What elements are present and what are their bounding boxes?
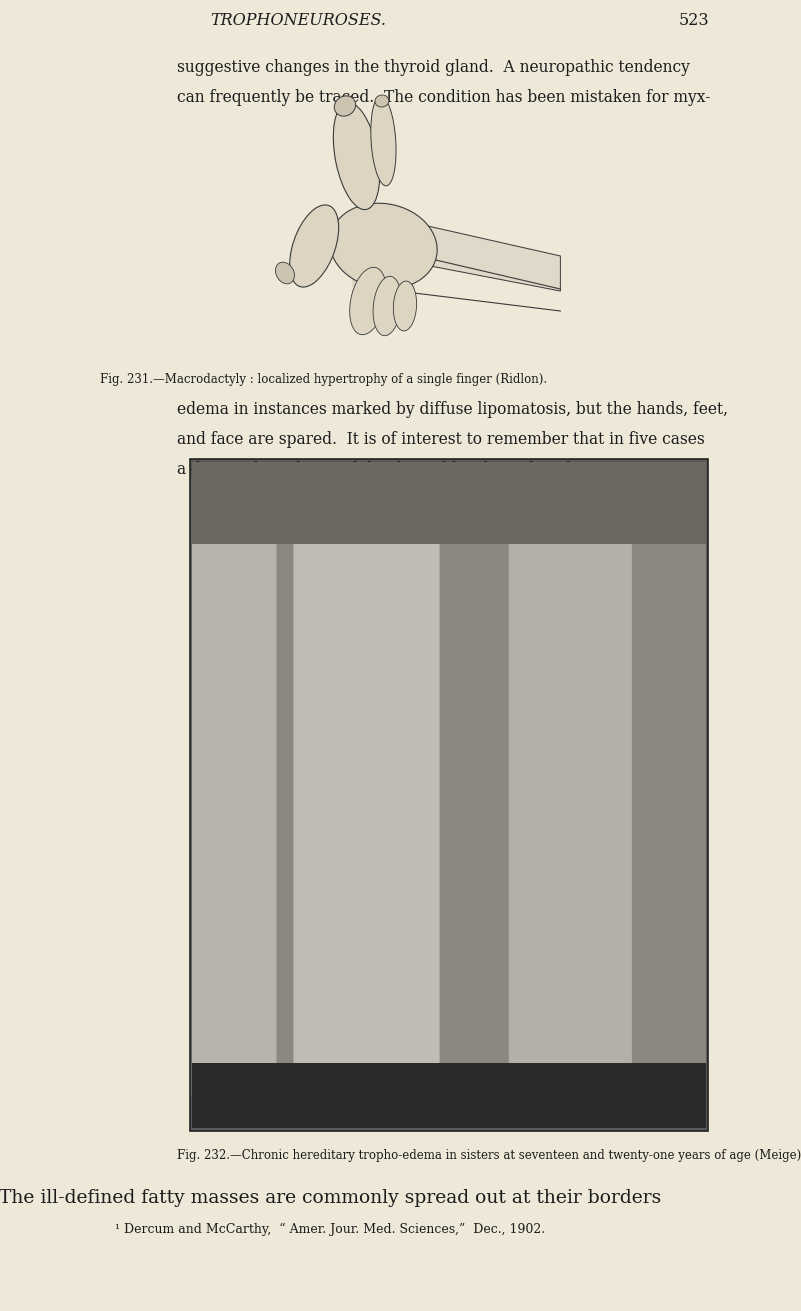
Ellipse shape (373, 277, 401, 336)
Text: The ill-defined fatty masses are commonly spread out at their borders: The ill-defined fatty masses are commonl… (0, 1189, 661, 1207)
Ellipse shape (393, 281, 417, 330)
Bar (307, 111, 583, 357)
Text: and face are spared.  It is of interest to remember that in five cases: and face are spared. It is of interest t… (177, 431, 705, 448)
FancyBboxPatch shape (509, 475, 632, 1101)
Polygon shape (352, 216, 561, 291)
Ellipse shape (334, 96, 356, 117)
Bar (192, 1063, 706, 1127)
Ellipse shape (350, 267, 386, 334)
Ellipse shape (375, 94, 388, 108)
Bar (192, 461, 706, 1127)
Text: suggestive changes in the thyroid gland.  A neuropathic tendency: suggestive changes in the thyroid gland.… (177, 59, 690, 76)
Text: 523: 523 (678, 12, 710, 29)
Ellipse shape (290, 205, 339, 287)
Ellipse shape (330, 203, 437, 288)
FancyBboxPatch shape (293, 469, 440, 1121)
Ellipse shape (371, 96, 396, 186)
Bar (192, 461, 706, 544)
Bar (190, 459, 708, 1131)
Text: ¹ Dercum and McCarthy,  “ Amer. Jour. Med. Sciences,”  Dec., 1902.: ¹ Dercum and McCarthy, “ Amer. Jour. Med… (115, 1223, 545, 1236)
Text: Fig. 232.—Chronic hereditary tropho-edema in sisters at seventeen and twenty-one: Fig. 232.—Chronic hereditary tropho-edem… (177, 1148, 801, 1162)
Text: can frequently be traced.  The condition has been mistaken for myx-: can frequently be traced. The condition … (177, 89, 710, 106)
Text: edema in instances marked by diffuse lipomatosis, but the hands, feet,: edema in instances marked by diffuse lip… (177, 401, 728, 418)
Ellipse shape (333, 102, 380, 210)
Text: Fig. 231.—Macrodactyly : localized hypertrophy of a single finger (Ridlon).: Fig. 231.—Macrodactyly : localized hyper… (100, 374, 547, 385)
Ellipse shape (276, 262, 295, 283)
Text: a diseased condition of the thyroid has been found post mortem.¹: a diseased condition of the thyroid has … (177, 461, 686, 479)
Text: TROPHONEUROSES.: TROPHONEUROSES. (211, 12, 387, 29)
FancyBboxPatch shape (192, 475, 276, 1101)
Polygon shape (352, 249, 414, 292)
